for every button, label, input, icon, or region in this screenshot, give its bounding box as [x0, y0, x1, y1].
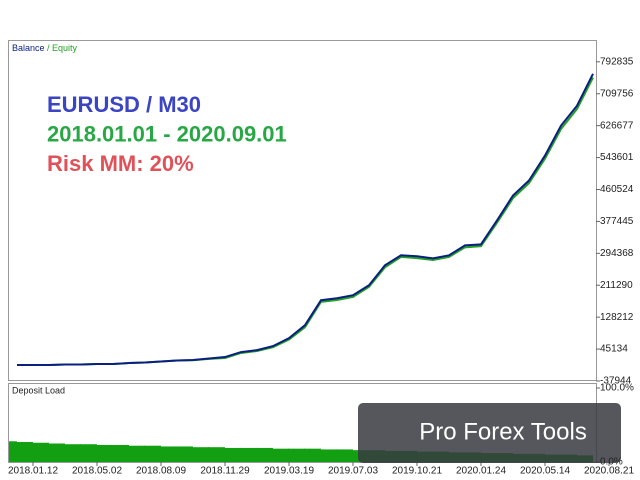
load-bar	[128, 445, 145, 462]
y-tick-label: 100.0%	[600, 383, 634, 394]
x-tick-label: 2018.08.09	[136, 466, 186, 477]
legend-separator: /	[45, 43, 53, 53]
y-tick-label: 626677	[600, 120, 634, 131]
load-bar	[192, 447, 209, 462]
y-tick-label: 128212	[600, 312, 634, 323]
load-bar	[144, 445, 161, 462]
load-bar	[64, 444, 81, 462]
x-tick-label: 2018.01.12	[8, 466, 58, 477]
y-tick-label: 294368	[600, 248, 634, 259]
x-tick-label: 2019.10.21	[392, 466, 442, 477]
plot-layer	[9, 61, 610, 466]
load-bar	[304, 448, 321, 462]
x-tick-label: 2019.07.03	[328, 466, 378, 477]
annotation: 2018.01.01 - 2020.09.01	[47, 121, 287, 146]
x-tick-label: 2018.11.29	[200, 466, 250, 477]
legend-equity: Equity	[52, 43, 78, 53]
x-tick-label: 2020.05.14	[520, 466, 570, 477]
annotation: EURUSD / M30	[47, 92, 201, 117]
load-bar	[256, 447, 273, 462]
load-bar	[208, 447, 225, 462]
load-bar	[176, 446, 193, 462]
y-tick-label: 377445	[600, 216, 634, 227]
load-bar	[288, 448, 305, 462]
y-tick-label: 460524	[600, 184, 634, 195]
load-bar	[96, 444, 113, 462]
load-bar	[16, 442, 33, 462]
y-tick-label: 709756	[600, 88, 634, 99]
panel-title: Deposit Load	[12, 385, 65, 395]
y-tick-label: 792835	[600, 56, 634, 67]
x-tick-label: 2020.01.24	[456, 466, 506, 477]
load-bar	[336, 449, 353, 462]
legend-balance: Balance	[12, 43, 45, 53]
load-bar	[112, 444, 129, 462]
watermark: Pro Forex Tools	[419, 418, 587, 445]
y-tick-label: 45134	[600, 344, 628, 355]
y-tick-label: 0.0%	[600, 457, 623, 468]
main-panel	[8, 40, 597, 381]
load-bar	[32, 442, 49, 462]
load-bar	[272, 448, 289, 462]
load-bar	[224, 447, 241, 462]
y-tick-label: 211290	[600, 280, 633, 291]
y-tick-label: 543601	[600, 152, 634, 163]
load-bar	[160, 446, 177, 462]
load-bar	[80, 444, 97, 462]
annotation: Risk MM: 20%	[47, 151, 194, 176]
load-bar	[240, 447, 257, 462]
series-line	[17, 73, 594, 367]
load-bar	[320, 449, 337, 462]
x-tick-label: 2020.08.21	[584, 466, 634, 477]
load-bar	[9, 441, 17, 462]
x-tick-label: 2019.03.19	[264, 466, 314, 477]
watermark-box	[358, 403, 621, 463]
legend: Balance / Equity	[12, 43, 78, 53]
load-bar	[48, 443, 65, 462]
y-tick-label: -37944	[600, 376, 632, 387]
x-tick-label: 2018.05.02	[72, 466, 122, 477]
